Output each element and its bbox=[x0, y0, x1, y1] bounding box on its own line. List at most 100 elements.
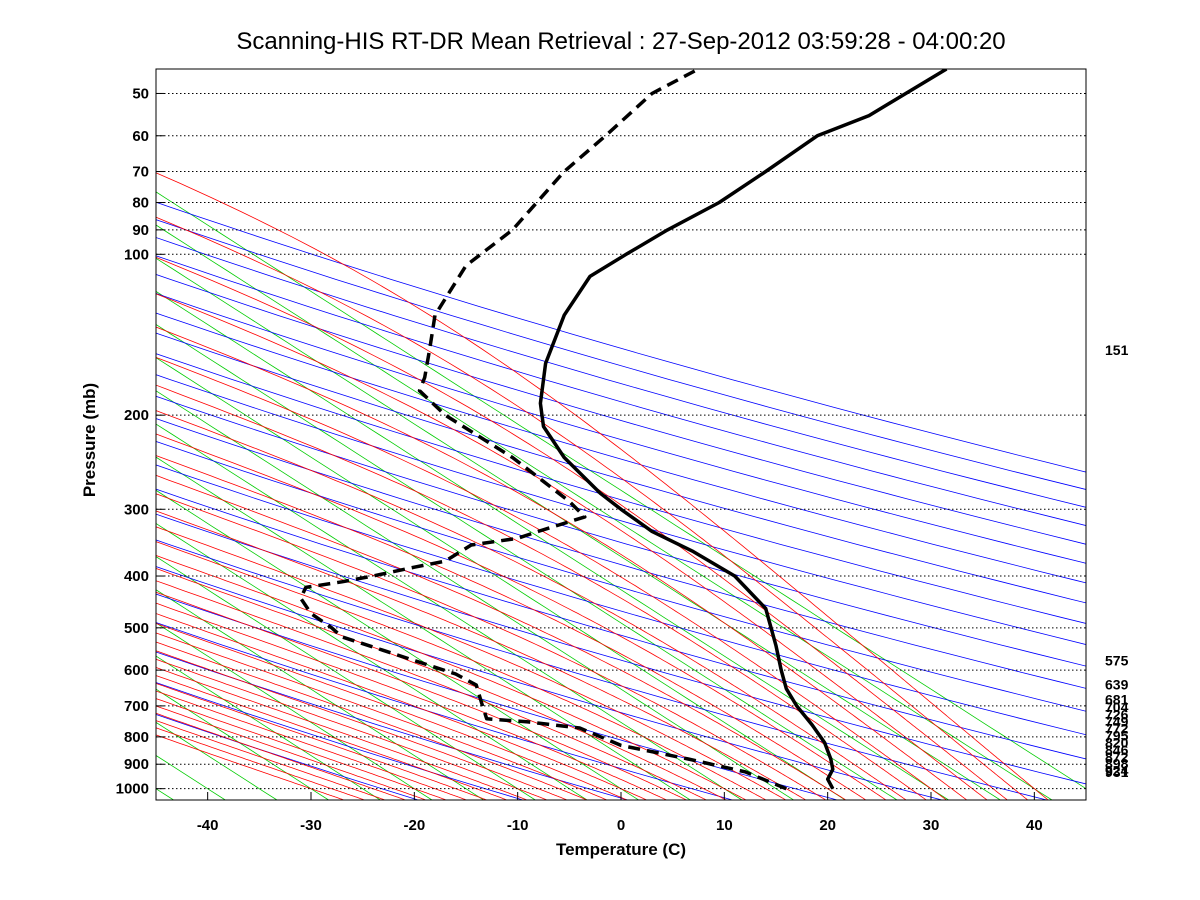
moist-adiabat-line bbox=[156, 650, 568, 800]
dry-adiabat-line bbox=[156, 332, 1086, 604]
mixing-ratio-line bbox=[156, 655, 381, 800]
temperature-profile-line bbox=[538, 69, 948, 790]
mixing-ratio-line bbox=[156, 622, 433, 800]
mixing-ratio-line bbox=[156, 390, 794, 800]
level-label: 931 bbox=[1105, 764, 1129, 780]
pressure-gridlines bbox=[156, 92, 1086, 790]
mixing-ratio-line bbox=[156, 456, 691, 800]
dry-adiabat-line bbox=[156, 593, 838, 800]
level-label: 872 bbox=[1105, 749, 1129, 765]
moist-adiabat-line bbox=[156, 591, 687, 800]
mixing-ratio-line bbox=[156, 290, 949, 800]
x-tick-label: 0 bbox=[617, 817, 625, 834]
moist-adiabat-line bbox=[156, 712, 406, 800]
moist-adiabat-line bbox=[156, 216, 1028, 800]
y-tick-label: 200 bbox=[124, 407, 149, 424]
moist-adiabat-line bbox=[156, 675, 508, 800]
level-label: 639 bbox=[1105, 677, 1129, 693]
dry-adiabat-line bbox=[156, 353, 1086, 624]
moist-adiabat-line bbox=[156, 455, 867, 800]
y-tick-label: 80 bbox=[132, 195, 149, 212]
dry-adiabat-line bbox=[156, 255, 1086, 526]
y-tick-label: 300 bbox=[124, 501, 149, 518]
y-tick-label: 400 bbox=[124, 568, 149, 585]
mixing-ratio-line bbox=[156, 357, 846, 800]
moist-adiabat-line bbox=[156, 727, 365, 800]
y-tick-label: 50 bbox=[132, 85, 149, 102]
level-label: 820 bbox=[1105, 735, 1129, 751]
moist-adiabat-line bbox=[156, 293, 988, 800]
y-tick-label: 100 bbox=[124, 246, 149, 263]
dry-adiabat-line bbox=[156, 622, 733, 800]
level-label: 924 bbox=[1105, 762, 1129, 778]
dry-adiabat-line bbox=[156, 395, 1086, 667]
moist-adiabat-line bbox=[156, 667, 528, 800]
moist-adiabat-line bbox=[156, 682, 488, 800]
moist-adiabat-line bbox=[156, 384, 927, 800]
y-tick-label: 900 bbox=[124, 756, 149, 773]
level-label: 749 bbox=[1105, 714, 1129, 730]
moist-adiabat-line bbox=[156, 632, 608, 800]
moist-adiabat-line bbox=[156, 555, 747, 800]
level-label: 575 bbox=[1105, 652, 1129, 668]
x-axis-ticks: -40 -30 -20 -10 0 10 20 30 40 bbox=[197, 792, 1043, 834]
moist-adiabat-line bbox=[156, 172, 1049, 800]
moist-adiabat-line bbox=[156, 613, 647, 800]
y-tick-label: 90 bbox=[132, 222, 149, 239]
y-axis-ticks: 50 60 70 80 90 100 200 300 400 500 600 700 800 900 100… bbox=[116, 85, 164, 798]
x-tick-label: -40 bbox=[197, 817, 219, 834]
moist-adiabat-line bbox=[156, 623, 628, 800]
dry-adiabat-line bbox=[156, 219, 1086, 490]
level-label: 795 bbox=[1105, 727, 1129, 743]
level-label: 726 bbox=[1105, 706, 1129, 722]
y-tick-label: 500 bbox=[124, 620, 149, 637]
x-tick-label: -10 bbox=[507, 817, 529, 834]
chart-title: Scanning-HIS RT-DR Mean Retrieval : 27-S… bbox=[236, 28, 1006, 55]
dry-adiabat-line bbox=[156, 273, 1086, 545]
moist-adiabat-line bbox=[156, 474, 846, 800]
mixing-ratio-line bbox=[156, 191, 1086, 790]
moist-adiabat-line bbox=[156, 580, 707, 800]
moist-adiabat-line bbox=[156, 734, 345, 800]
x-tick-label: 40 bbox=[1026, 817, 1043, 834]
mixing-ratio-line bbox=[156, 324, 898, 800]
dry-adiabat-line bbox=[156, 539, 1047, 800]
dry-adiabat-line bbox=[156, 488, 1086, 760]
mixing-ratio-line bbox=[0, 69, 70, 800]
moist-adiabat-line bbox=[156, 720, 386, 800]
dry-adiabat-line bbox=[156, 464, 1086, 736]
level-label: 772 bbox=[1105, 721, 1129, 737]
x-tick-label: -30 bbox=[300, 817, 322, 834]
y-tick-label: 600 bbox=[124, 662, 149, 679]
mixing-ratio-line bbox=[0, 69, 19, 800]
mixing-ratio-line bbox=[156, 224, 1053, 800]
moist-adiabat-line bbox=[156, 541, 767, 800]
level-label: 151 bbox=[1105, 342, 1129, 358]
mixing-ratio-line bbox=[156, 755, 226, 800]
mixing-ratio-line bbox=[156, 522, 588, 800]
mixing-ratio-line bbox=[0, 69, 122, 800]
y-tick-label: 800 bbox=[124, 729, 149, 746]
dry-adiabat-line bbox=[156, 566, 943, 800]
level-label: 898 bbox=[1105, 756, 1129, 772]
moist-adiabat-line bbox=[156, 256, 1008, 800]
moist-adiabat-line bbox=[156, 658, 548, 800]
dry-adiabat-line bbox=[156, 201, 1086, 473]
dry-adiabat-line bbox=[156, 513, 1086, 785]
mixing-ratio-line bbox=[156, 423, 743, 800]
level-label: 704 bbox=[1105, 699, 1129, 715]
moist-adiabat-line bbox=[156, 493, 826, 800]
level-label: 681 bbox=[1105, 692, 1129, 708]
moist-adiabat-line bbox=[156, 433, 887, 800]
dry-adiabat-line bbox=[156, 312, 1086, 584]
moist-adiabat-line bbox=[156, 698, 447, 800]
x-tick-label: -20 bbox=[403, 817, 425, 834]
level-label: 846 bbox=[1105, 742, 1129, 758]
moist-adiabat-line bbox=[156, 641, 588, 800]
mixing-ratio-line bbox=[156, 556, 536, 800]
y-tick-label: 1000 bbox=[116, 781, 149, 798]
dry-adiabat-line bbox=[156, 374, 1086, 645]
mixing-ratio-line bbox=[156, 257, 1001, 800]
mixing-ratio-line bbox=[156, 589, 484, 800]
